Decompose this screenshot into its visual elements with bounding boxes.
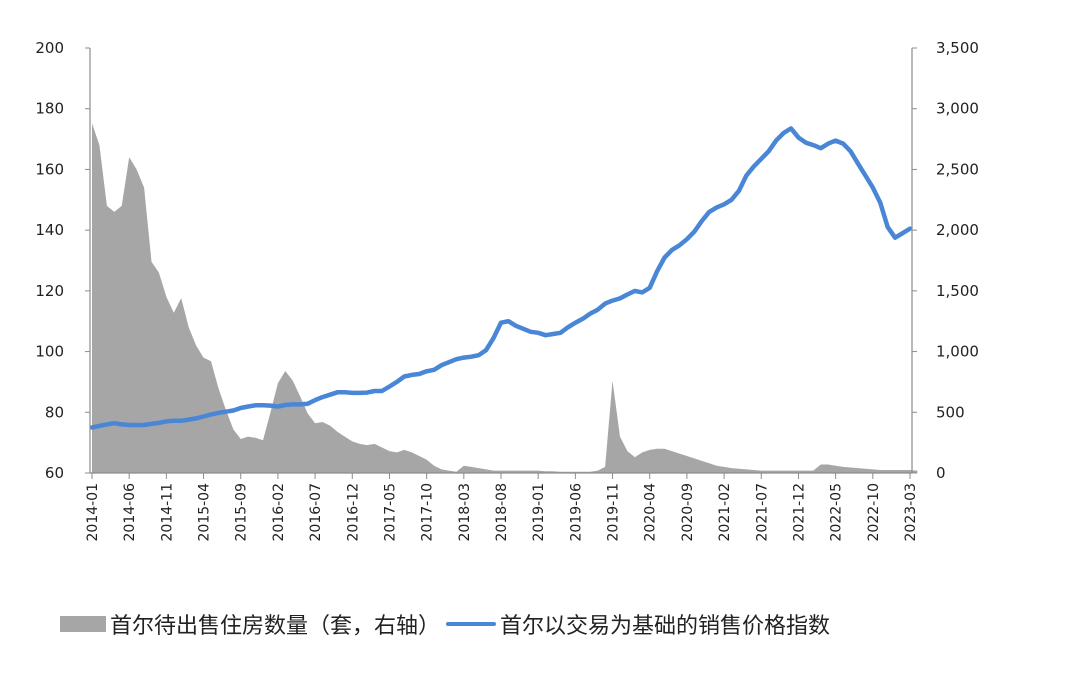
line-swatch-icon [446,622,497,626]
left-axis-tick-label: 120 [35,282,64,300]
x-axis-tick-label: 2021-12 [791,483,807,542]
chart-legend: 首尔待出售住房数量（套，右轴） 首尔以交易为基础的销售价格指数 [60,608,830,640]
price-index-line-series [89,126,913,430]
x-axis-tick-label: 2022-05 [829,483,845,542]
left-axis-tick-label: 200 [35,39,64,57]
left-axis-tick-label: 100 [35,343,64,361]
right-axis-tick-label: 3,500 [936,39,979,57]
right-axis-tick-label: 1,500 [936,282,979,300]
x-axis-tick-label: 2015-09 [234,483,250,542]
x-axis-tick-label: 2017-10 [420,483,436,542]
x-axis-tick-label: 2016-07 [308,483,324,542]
x-axis-tick-label: 2019-06 [568,483,584,542]
x-axis-tick-label: 2020-09 [680,483,696,542]
left-axis-tick-label: 140 [35,221,64,239]
left-axis-tick-label: 60 [45,464,64,482]
right-axis-tick-label: 2,000 [936,221,979,239]
chart-canvas: 60 80 100 120 140 160 180 200 0 500 1,000 1,500 2,0… [35,39,979,542]
x-axis-tick-label: 2014-11 [159,483,175,542]
right-axis-tick-label: 2,500 [936,160,979,178]
x-axis-tick-label: 2018-03 [457,483,473,542]
legend-item-inventory: 首尔待出售住房数量（套，右轴） [60,608,440,640]
right-y-axis: 0 500 1,000 1,500 2,000 2,500 3,000 3,500 [911,39,979,482]
right-axis-tick-label: 3,000 [936,100,979,118]
left-y-axis: 60 80 100 120 140 160 180 200 [35,39,91,482]
right-axis-tick-label: 1,000 [936,343,979,361]
x-axis-tick-label: 2022-10 [866,483,882,542]
right-axis-tick-label: 0 [936,464,946,482]
left-axis-tick-label: 180 [35,100,64,118]
right-axis-tick-label: 500 [936,403,965,421]
x-axis-tick-label: 2014-01 [85,483,101,542]
inventory-area-series [92,123,918,474]
legend-label-price-index: 首尔以交易为基础的销售价格指数 [500,614,831,639]
x-axis-tick-label: 2019-11 [606,483,622,542]
legend-item-price-index: 首尔以交易为基础的销售价格指数 [440,608,830,640]
x-axis-tick-label: 2016-12 [345,483,361,542]
x-axis-tick-label: 2023-03 [903,483,919,542]
x-axis-tick-label: 2021-02 [717,483,733,542]
x-axis-tick-label: 2018-08 [494,483,510,542]
x-axis-tick-label: 2014-06 [122,483,138,542]
x-axis-tick-label: 2019-01 [531,483,547,542]
x-axis-tick-label: 2017-05 [382,483,398,542]
x-axis-tick-label: 2021-07 [754,483,770,542]
x-axis-tick-label: 2020-04 [643,483,659,542]
area-swatch-icon [60,616,106,632]
left-axis-tick-label: 80 [45,403,64,421]
x-axis: 2014-01 2014-06 2014-11 2015-04 2015-09 2016-… [85,472,919,542]
x-axis-tick-label: 2016-02 [271,483,287,542]
x-axis-tick-label: 2015-04 [197,483,213,542]
left-axis-tick-label: 160 [35,160,64,178]
legend-label-inventory: 首尔待出售住房数量（套，右轴） [110,614,441,639]
plot-area [89,123,918,474]
